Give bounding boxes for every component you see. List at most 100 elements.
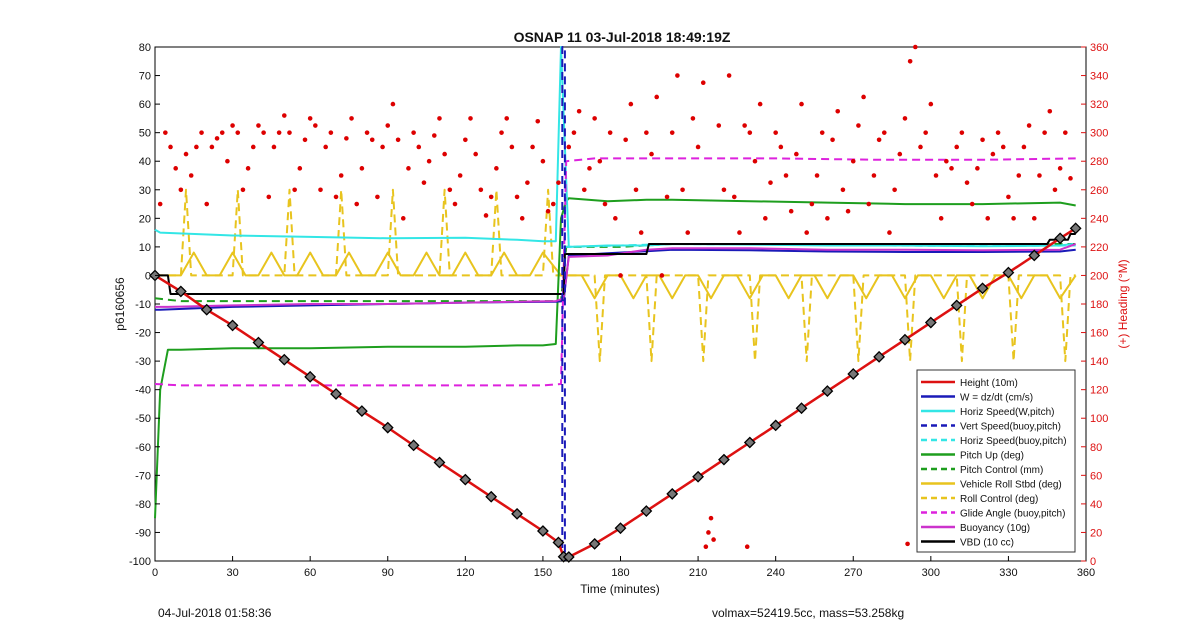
heading-dot	[721, 187, 727, 193]
heading-dot	[219, 130, 225, 135]
heading-dot	[525, 180, 530, 185]
heading-dot	[576, 108, 582, 114]
heading-dot	[235, 130, 241, 135]
heading-dot	[716, 123, 722, 128]
x-tick-label: 150	[534, 567, 552, 579]
heading-dot	[825, 216, 830, 221]
heading-dot	[933, 173, 939, 178]
y-tick-label: 50	[139, 128, 151, 140]
heading-dot	[390, 101, 396, 107]
x-tick-label: 240	[766, 567, 784, 579]
axis-ticks-group: 0 30 60 90 120 150 180 210 240 270 300 330 360-100-9…	[129, 42, 1108, 579]
heading-dot	[530, 144, 535, 150]
heading-dot	[302, 137, 308, 143]
height-point-marker	[769, 419, 782, 432]
heading-dot	[680, 187, 685, 193]
heading-dot	[633, 187, 639, 193]
heading-dot	[307, 116, 313, 121]
heading-dot	[199, 130, 204, 135]
heading-dot	[944, 158, 949, 164]
height-point-marker	[381, 421, 394, 434]
heading-dot	[323, 144, 328, 150]
heading-dot	[980, 137, 985, 143]
heading-dot	[447, 187, 453, 193]
heading-dot	[747, 130, 753, 135]
heading-dot	[840, 187, 846, 193]
heading-dot	[566, 144, 572, 150]
heading-dot	[1057, 166, 1063, 171]
heading-dot	[703, 544, 709, 550]
y2-tick-label: 120	[1090, 385, 1108, 397]
heading-dot	[499, 130, 504, 135]
heading-dot	[881, 130, 887, 135]
heading-dot	[618, 273, 623, 278]
heading-dot	[245, 166, 251, 171]
heading-dot	[861, 94, 866, 100]
heading-dot	[163, 130, 168, 135]
y2-tick-label: 40	[1090, 499, 1102, 511]
heading-dot	[731, 194, 737, 200]
height-point-marker	[899, 333, 911, 346]
heading-dot	[504, 116, 510, 121]
heading-dot	[995, 130, 1001, 135]
heading-dot	[876, 137, 882, 143]
height-point-marker	[200, 303, 213, 316]
height-point-marker	[562, 551, 575, 563]
heading-dot	[744, 544, 750, 550]
y2-tick-label: 300	[1090, 128, 1108, 140]
legend-label: W = dz/dt (cm/s)	[960, 393, 1033, 404]
heading-dot	[964, 180, 970, 185]
legend-label: Height (10m)	[960, 378, 1018, 389]
height-point-marker	[304, 370, 317, 383]
heading-dot	[406, 166, 411, 171]
height-point-marker	[976, 282, 989, 295]
height-point-marker	[511, 507, 523, 520]
heading-dot	[830, 137, 835, 143]
heading-dot	[690, 116, 696, 121]
legend-label: Vert Speed(buoy,pitch)	[960, 422, 1061, 433]
y2-tick-label: 180	[1090, 299, 1108, 311]
heading-dot	[907, 58, 913, 64]
footer-volmax-mass: volmax=52419.5cc, mass=53.258kg	[712, 606, 905, 620]
heading-dot	[923, 130, 928, 135]
height-point-marker	[226, 319, 239, 332]
x-axis-label: Time (minutes)	[580, 582, 660, 596]
heading-dot	[607, 130, 613, 135]
y-tick-label: -10	[135, 299, 151, 311]
x-tick-label: 120	[456, 567, 474, 579]
heading-dot	[638, 230, 644, 235]
y2-tick-label: 280	[1090, 156, 1108, 168]
y-tick-label: 10	[139, 242, 151, 254]
legend-label: Horiz Speed(buoy,pitch)	[960, 436, 1067, 447]
heading-dot	[1006, 194, 1011, 200]
legend-label: Buoyancy (10g)	[960, 523, 1030, 534]
heading-dot	[706, 530, 711, 535]
heading-dot	[519, 216, 525, 221]
heading-dot	[788, 208, 794, 214]
heading-dot	[918, 144, 923, 150]
y-tick-label: -50	[135, 413, 151, 425]
heading-dot	[902, 116, 908, 121]
heading-dot	[183, 151, 189, 157]
heading-dot	[178, 187, 184, 193]
legend-label: Roll Control (deg)	[960, 494, 1038, 505]
height-point-marker	[821, 385, 834, 398]
heading-dot	[256, 123, 261, 128]
x-tick-label: 60	[304, 567, 316, 579]
series-line-w-dz-dt-cm-s	[155, 248, 1076, 311]
heading-dot	[494, 166, 499, 171]
heading-dot	[168, 144, 173, 150]
heading-dot	[938, 216, 944, 221]
height-point-marker	[1028, 249, 1041, 262]
heading-dot	[613, 216, 618, 221]
heading-dot	[763, 216, 768, 221]
heading-dot	[437, 116, 442, 121]
heading-dot	[333, 194, 339, 200]
heading-dot	[318, 187, 323, 193]
heading-dot	[478, 187, 484, 193]
heading-dot	[457, 173, 463, 178]
heading-dot	[173, 166, 178, 171]
heading-dot	[737, 230, 742, 235]
heading-dot	[654, 94, 660, 100]
heading-dot	[708, 515, 714, 521]
